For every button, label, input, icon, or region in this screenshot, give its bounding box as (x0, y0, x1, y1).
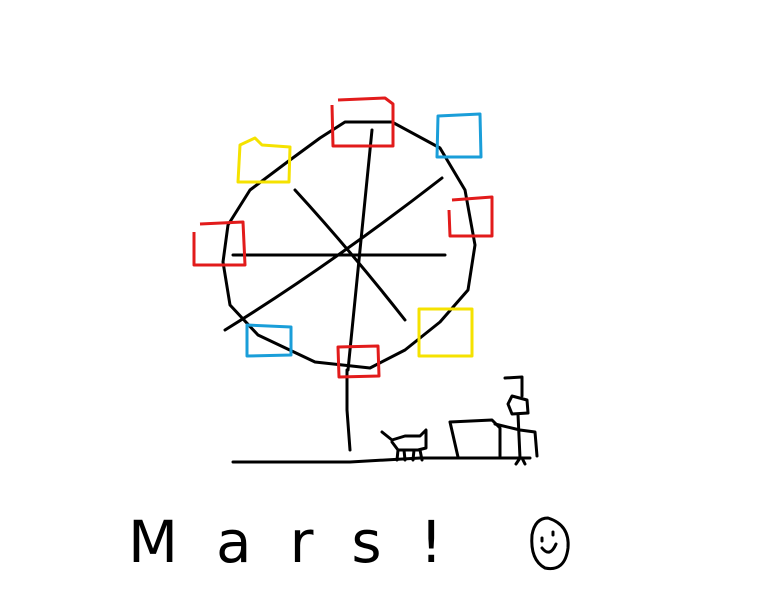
person (493, 375, 539, 466)
cabin (236, 136, 292, 184)
caption: Mars! (128, 508, 481, 576)
wheel-spokes (223, 128, 447, 372)
cabin (447, 195, 494, 238)
cabin (245, 323, 293, 358)
cabins (192, 96, 494, 379)
ground (231, 456, 532, 464)
cabin (417, 307, 474, 358)
wheel-rim (221, 120, 477, 370)
bench (448, 418, 502, 459)
cabin (336, 344, 381, 379)
dog (380, 428, 428, 462)
smiley (530, 516, 570, 571)
cabin (435, 112, 483, 159)
cabin (330, 96, 395, 148)
wheel-stand (345, 368, 352, 452)
cabin (192, 220, 247, 267)
